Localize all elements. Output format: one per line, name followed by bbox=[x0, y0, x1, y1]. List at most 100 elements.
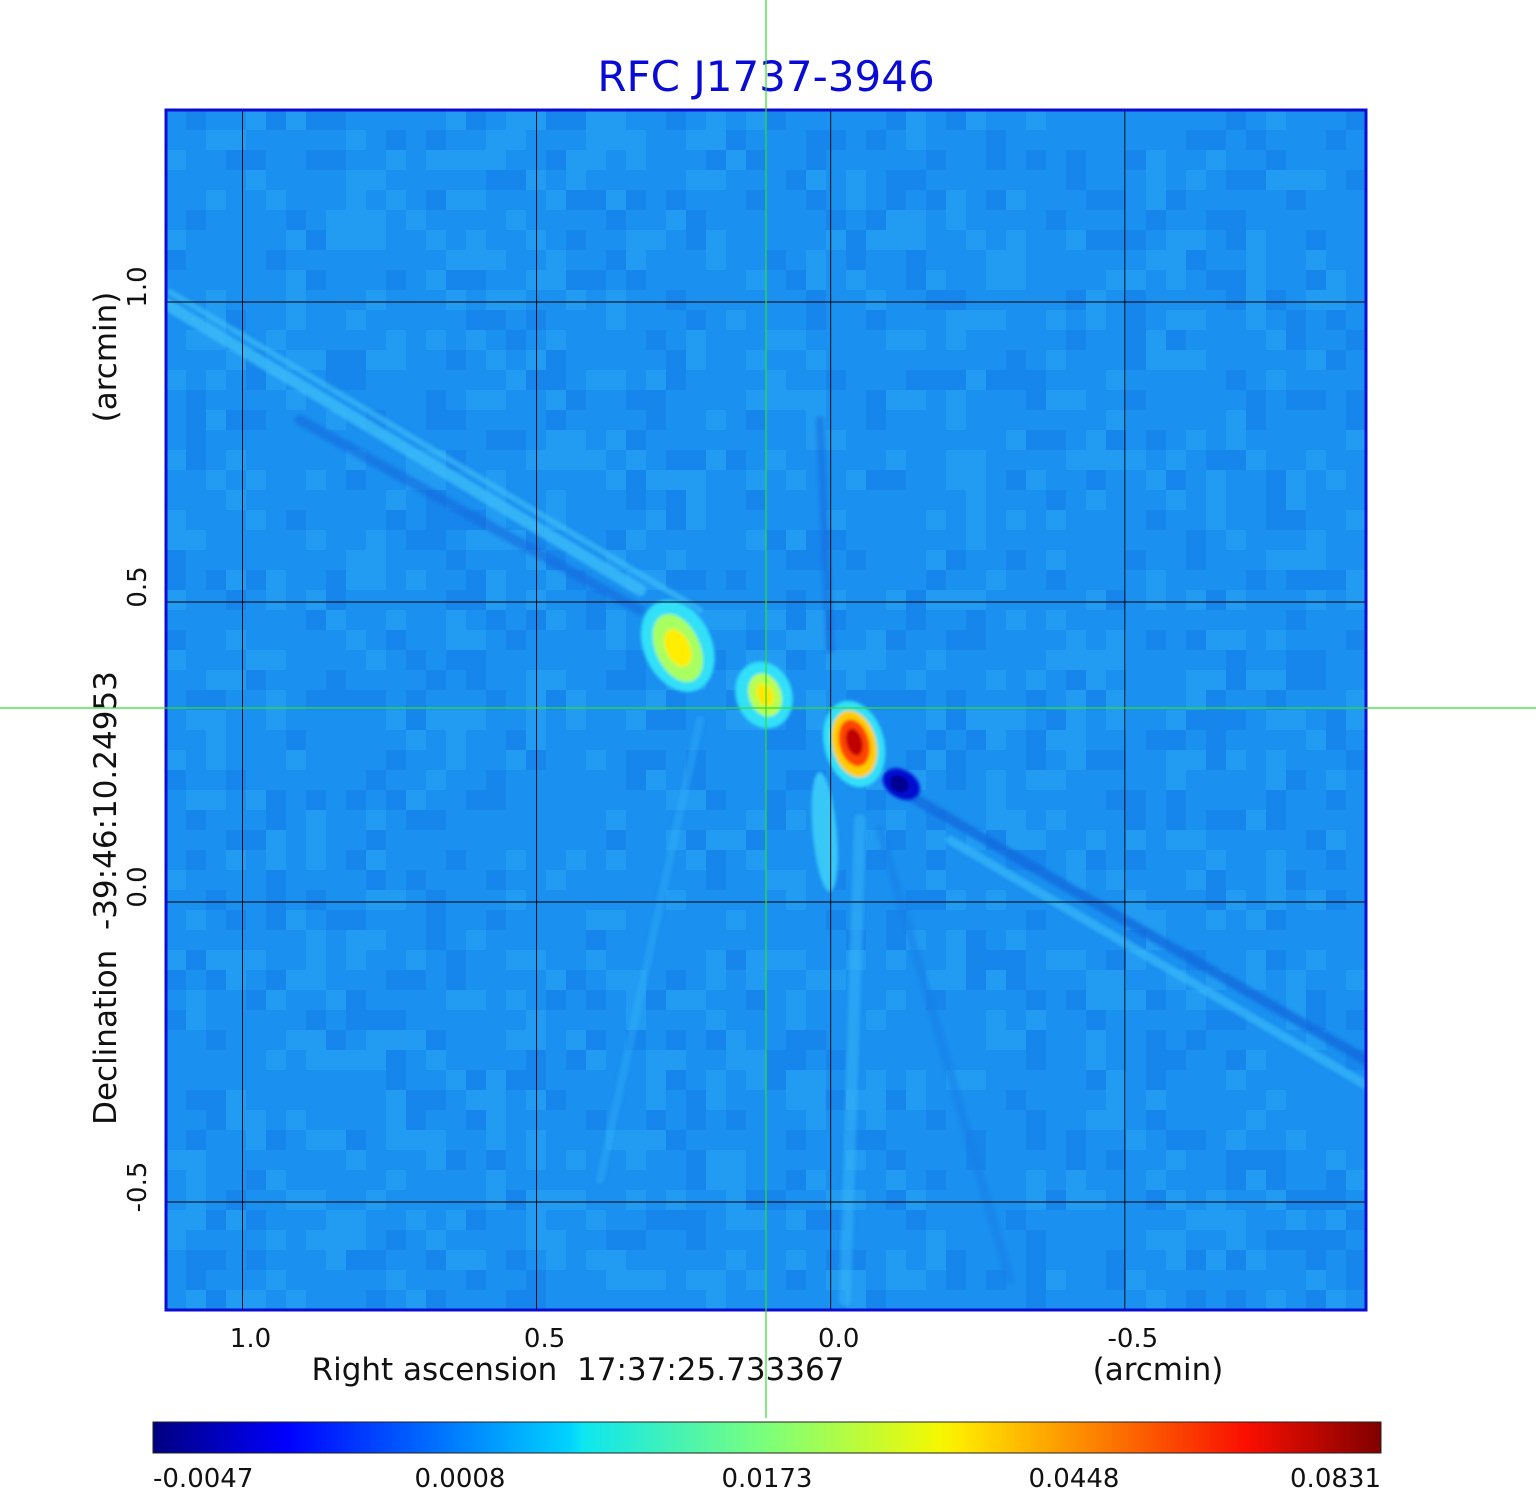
noise-cell bbox=[926, 1110, 946, 1130]
noise-cell bbox=[226, 590, 246, 610]
noise-cell bbox=[986, 150, 1006, 170]
noise-cell bbox=[946, 210, 966, 230]
noise-cell bbox=[486, 610, 506, 630]
noise-cell bbox=[266, 650, 286, 670]
noise-cell bbox=[226, 1290, 246, 1310]
noise-cell bbox=[526, 1150, 546, 1170]
noise-cell bbox=[666, 470, 686, 490]
noise-cell bbox=[186, 950, 206, 970]
noise-cell bbox=[806, 390, 826, 410]
noise-cell bbox=[326, 590, 346, 610]
noise-cell bbox=[1046, 1270, 1066, 1290]
noise-cell bbox=[966, 490, 986, 510]
noise-cell bbox=[186, 1150, 206, 1170]
noise-cell bbox=[1086, 970, 1106, 990]
noise-cell bbox=[1246, 810, 1266, 830]
noise-cell bbox=[286, 750, 306, 770]
noise-cell bbox=[686, 1270, 706, 1290]
noise-cell bbox=[1106, 590, 1126, 610]
noise-cell bbox=[1346, 110, 1366, 130]
noise-cell bbox=[426, 770, 446, 790]
noise-cell bbox=[1066, 850, 1086, 870]
noise-cell bbox=[346, 690, 366, 710]
noise-cell bbox=[346, 550, 366, 570]
sidelobe-stripe-light bbox=[167, 289, 703, 613]
noise-cell bbox=[386, 1230, 406, 1250]
noise-cell bbox=[786, 1050, 806, 1070]
noise-cell bbox=[726, 1150, 746, 1170]
noise-cell bbox=[886, 1270, 906, 1290]
noise-cell bbox=[1306, 250, 1326, 270]
noise-cell bbox=[166, 870, 186, 890]
noise-cell bbox=[1326, 570, 1346, 590]
noise-cell bbox=[1106, 1150, 1126, 1170]
noise-cell bbox=[366, 570, 386, 590]
noise-cell bbox=[566, 190, 586, 210]
noise-cell bbox=[266, 790, 286, 810]
noise-cell bbox=[266, 110, 286, 130]
noise-cell bbox=[1086, 290, 1106, 310]
noise-cell bbox=[606, 1250, 626, 1270]
noise-cell bbox=[1186, 630, 1206, 650]
noise-cell bbox=[326, 1050, 346, 1070]
noise-cell bbox=[946, 550, 966, 570]
noise-cell bbox=[466, 190, 486, 210]
noise-cell bbox=[946, 950, 966, 970]
noise-cell bbox=[1266, 630, 1286, 650]
noise-cell bbox=[1166, 1230, 1186, 1250]
noise-cell bbox=[646, 1270, 666, 1290]
noise-cell bbox=[306, 850, 326, 870]
noise-cell bbox=[766, 1050, 786, 1070]
noise-cell bbox=[1046, 950, 1066, 970]
noise-cell bbox=[426, 190, 446, 210]
noise-cell bbox=[446, 150, 466, 170]
noise-cell bbox=[406, 870, 426, 890]
noise-cell bbox=[406, 730, 426, 750]
noise-cell bbox=[886, 1090, 906, 1110]
noise-cell bbox=[386, 1170, 406, 1190]
noise-cell bbox=[346, 950, 366, 970]
noise-cell bbox=[986, 1010, 1006, 1030]
noise-cell bbox=[226, 410, 246, 430]
noise-cell bbox=[1226, 1290, 1246, 1310]
noise-cell bbox=[1266, 1170, 1286, 1190]
noise-cell bbox=[226, 130, 246, 150]
noise-cell bbox=[266, 830, 286, 850]
noise-cell bbox=[426, 930, 446, 950]
noise-cell bbox=[166, 530, 186, 550]
noise-cell bbox=[346, 570, 366, 590]
noise-cell bbox=[1346, 630, 1366, 650]
noise-cell bbox=[706, 250, 726, 270]
noise-cell bbox=[206, 470, 226, 490]
noise-cell bbox=[1166, 250, 1186, 270]
noise-cell bbox=[586, 930, 606, 950]
noise-cell bbox=[446, 990, 466, 1010]
noise-cell bbox=[1026, 1250, 1046, 1270]
noise-cell bbox=[1246, 910, 1266, 930]
noise-cell bbox=[866, 310, 886, 330]
noise-cell bbox=[806, 350, 826, 370]
sidelobe-stripe-light bbox=[596, 716, 704, 1184]
noise-cell bbox=[666, 690, 686, 710]
noise-cell bbox=[926, 510, 946, 530]
noise-cell bbox=[166, 1150, 186, 1170]
noise-cell bbox=[686, 130, 706, 150]
noise-cell bbox=[866, 230, 886, 250]
noise-cell bbox=[786, 550, 806, 570]
noise-cell bbox=[1266, 550, 1286, 570]
noise-cell bbox=[866, 850, 886, 870]
noise-cell bbox=[1186, 710, 1206, 730]
noise-cell bbox=[526, 450, 546, 470]
noise-cell bbox=[1006, 270, 1026, 290]
noise-cell bbox=[346, 130, 366, 150]
noise-cell bbox=[806, 1030, 826, 1050]
noise-cell bbox=[406, 1030, 426, 1050]
noise-cell bbox=[1046, 510, 1066, 530]
noise-cell bbox=[1206, 690, 1226, 710]
noise-cell bbox=[926, 1230, 946, 1250]
noise-cell bbox=[1226, 750, 1246, 770]
noise-cell bbox=[906, 750, 926, 770]
noise-cell bbox=[1226, 170, 1246, 190]
noise-cell bbox=[1106, 230, 1126, 250]
noise-cell bbox=[1026, 1190, 1046, 1210]
